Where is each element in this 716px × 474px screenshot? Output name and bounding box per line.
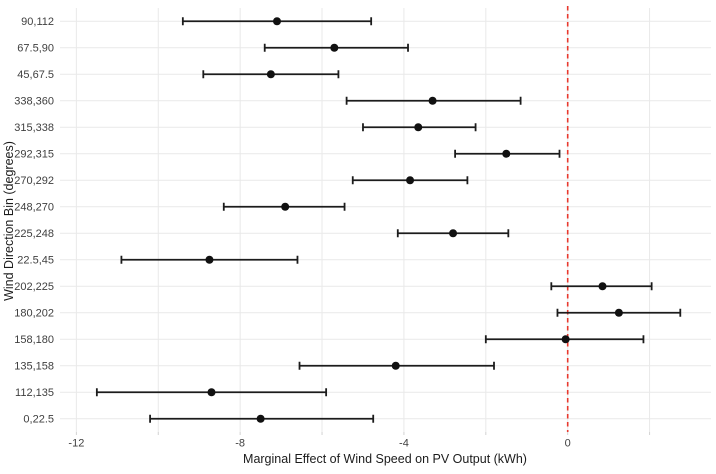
estimate-point xyxy=(449,229,458,238)
error-bar-row xyxy=(550,282,653,291)
y-tick-label: 45,67.5 xyxy=(17,69,54,81)
error-bar-row xyxy=(556,308,682,317)
y-tick-label: 248,270 xyxy=(14,202,54,214)
estimate-point xyxy=(598,282,607,291)
y-tick-label: 22.5,45 xyxy=(17,255,54,267)
y-tick-label: 135,158 xyxy=(14,361,54,373)
x-tick-label: -12 xyxy=(68,438,84,450)
error-bar-row xyxy=(396,229,510,238)
estimate-point xyxy=(205,255,214,264)
error-bar-row xyxy=(263,43,409,52)
y-tick-label: 67.5,90 xyxy=(17,43,54,55)
y-tick-label: 292,315 xyxy=(14,149,54,161)
y-tick-label: 270,292 xyxy=(14,175,54,187)
estimate-point xyxy=(391,361,400,370)
estimate-point xyxy=(502,149,511,158)
x-tick-label: -4 xyxy=(399,438,409,450)
error-bar-row xyxy=(222,202,346,211)
x-tick-label: 0 xyxy=(565,438,571,450)
x-tick-label: -8 xyxy=(235,438,245,450)
y-tick-label: 158,180 xyxy=(14,334,54,346)
error-bar-row xyxy=(362,123,477,132)
y-tick-label: 315,338 xyxy=(14,122,54,134)
estimate-point xyxy=(330,43,339,52)
error-bar-row xyxy=(484,335,645,344)
estimate-point xyxy=(207,388,216,397)
y-tick-label: 225,248 xyxy=(14,228,54,240)
y-tick-label: 90,112 xyxy=(21,16,54,28)
y-tick-label: 338,360 xyxy=(14,96,54,108)
y-axis-title: Wind Direction Bin (degrees) xyxy=(2,141,16,301)
estimate-point xyxy=(561,335,570,344)
estimate-point xyxy=(428,96,437,105)
y-tick-label: 202,225 xyxy=(14,281,54,293)
error-bar-row xyxy=(181,17,373,26)
axis-layer: 90,112 67.5,90 45,67.5 338,360 315,338 292,31… xyxy=(14,16,651,450)
y-tick-label: 112,135 xyxy=(15,387,54,399)
estimate-point xyxy=(266,70,275,79)
grid-layer xyxy=(60,8,711,432)
error-bar-row xyxy=(149,414,375,423)
estimate-point xyxy=(273,17,281,26)
error-bar-row xyxy=(95,388,328,397)
error-bar-row xyxy=(298,361,495,370)
estimate-point xyxy=(281,202,290,211)
y-tick-label: 0,22.5 xyxy=(23,414,54,426)
error-bar-row xyxy=(120,255,299,264)
estimate-point xyxy=(414,123,423,132)
error-bar-row xyxy=(345,96,522,105)
error-bar-row xyxy=(351,176,469,185)
estimate-point xyxy=(614,308,623,317)
estimate-point xyxy=(406,176,415,185)
error-bar-row xyxy=(202,70,340,79)
error-bar-row xyxy=(454,149,561,158)
data-layer xyxy=(95,17,682,423)
x-axis-title: Marginal Effect of Wind Speed on PV Outp… xyxy=(243,452,527,466)
estimate-point xyxy=(256,414,265,423)
y-tick-label: 180,202 xyxy=(14,308,54,320)
